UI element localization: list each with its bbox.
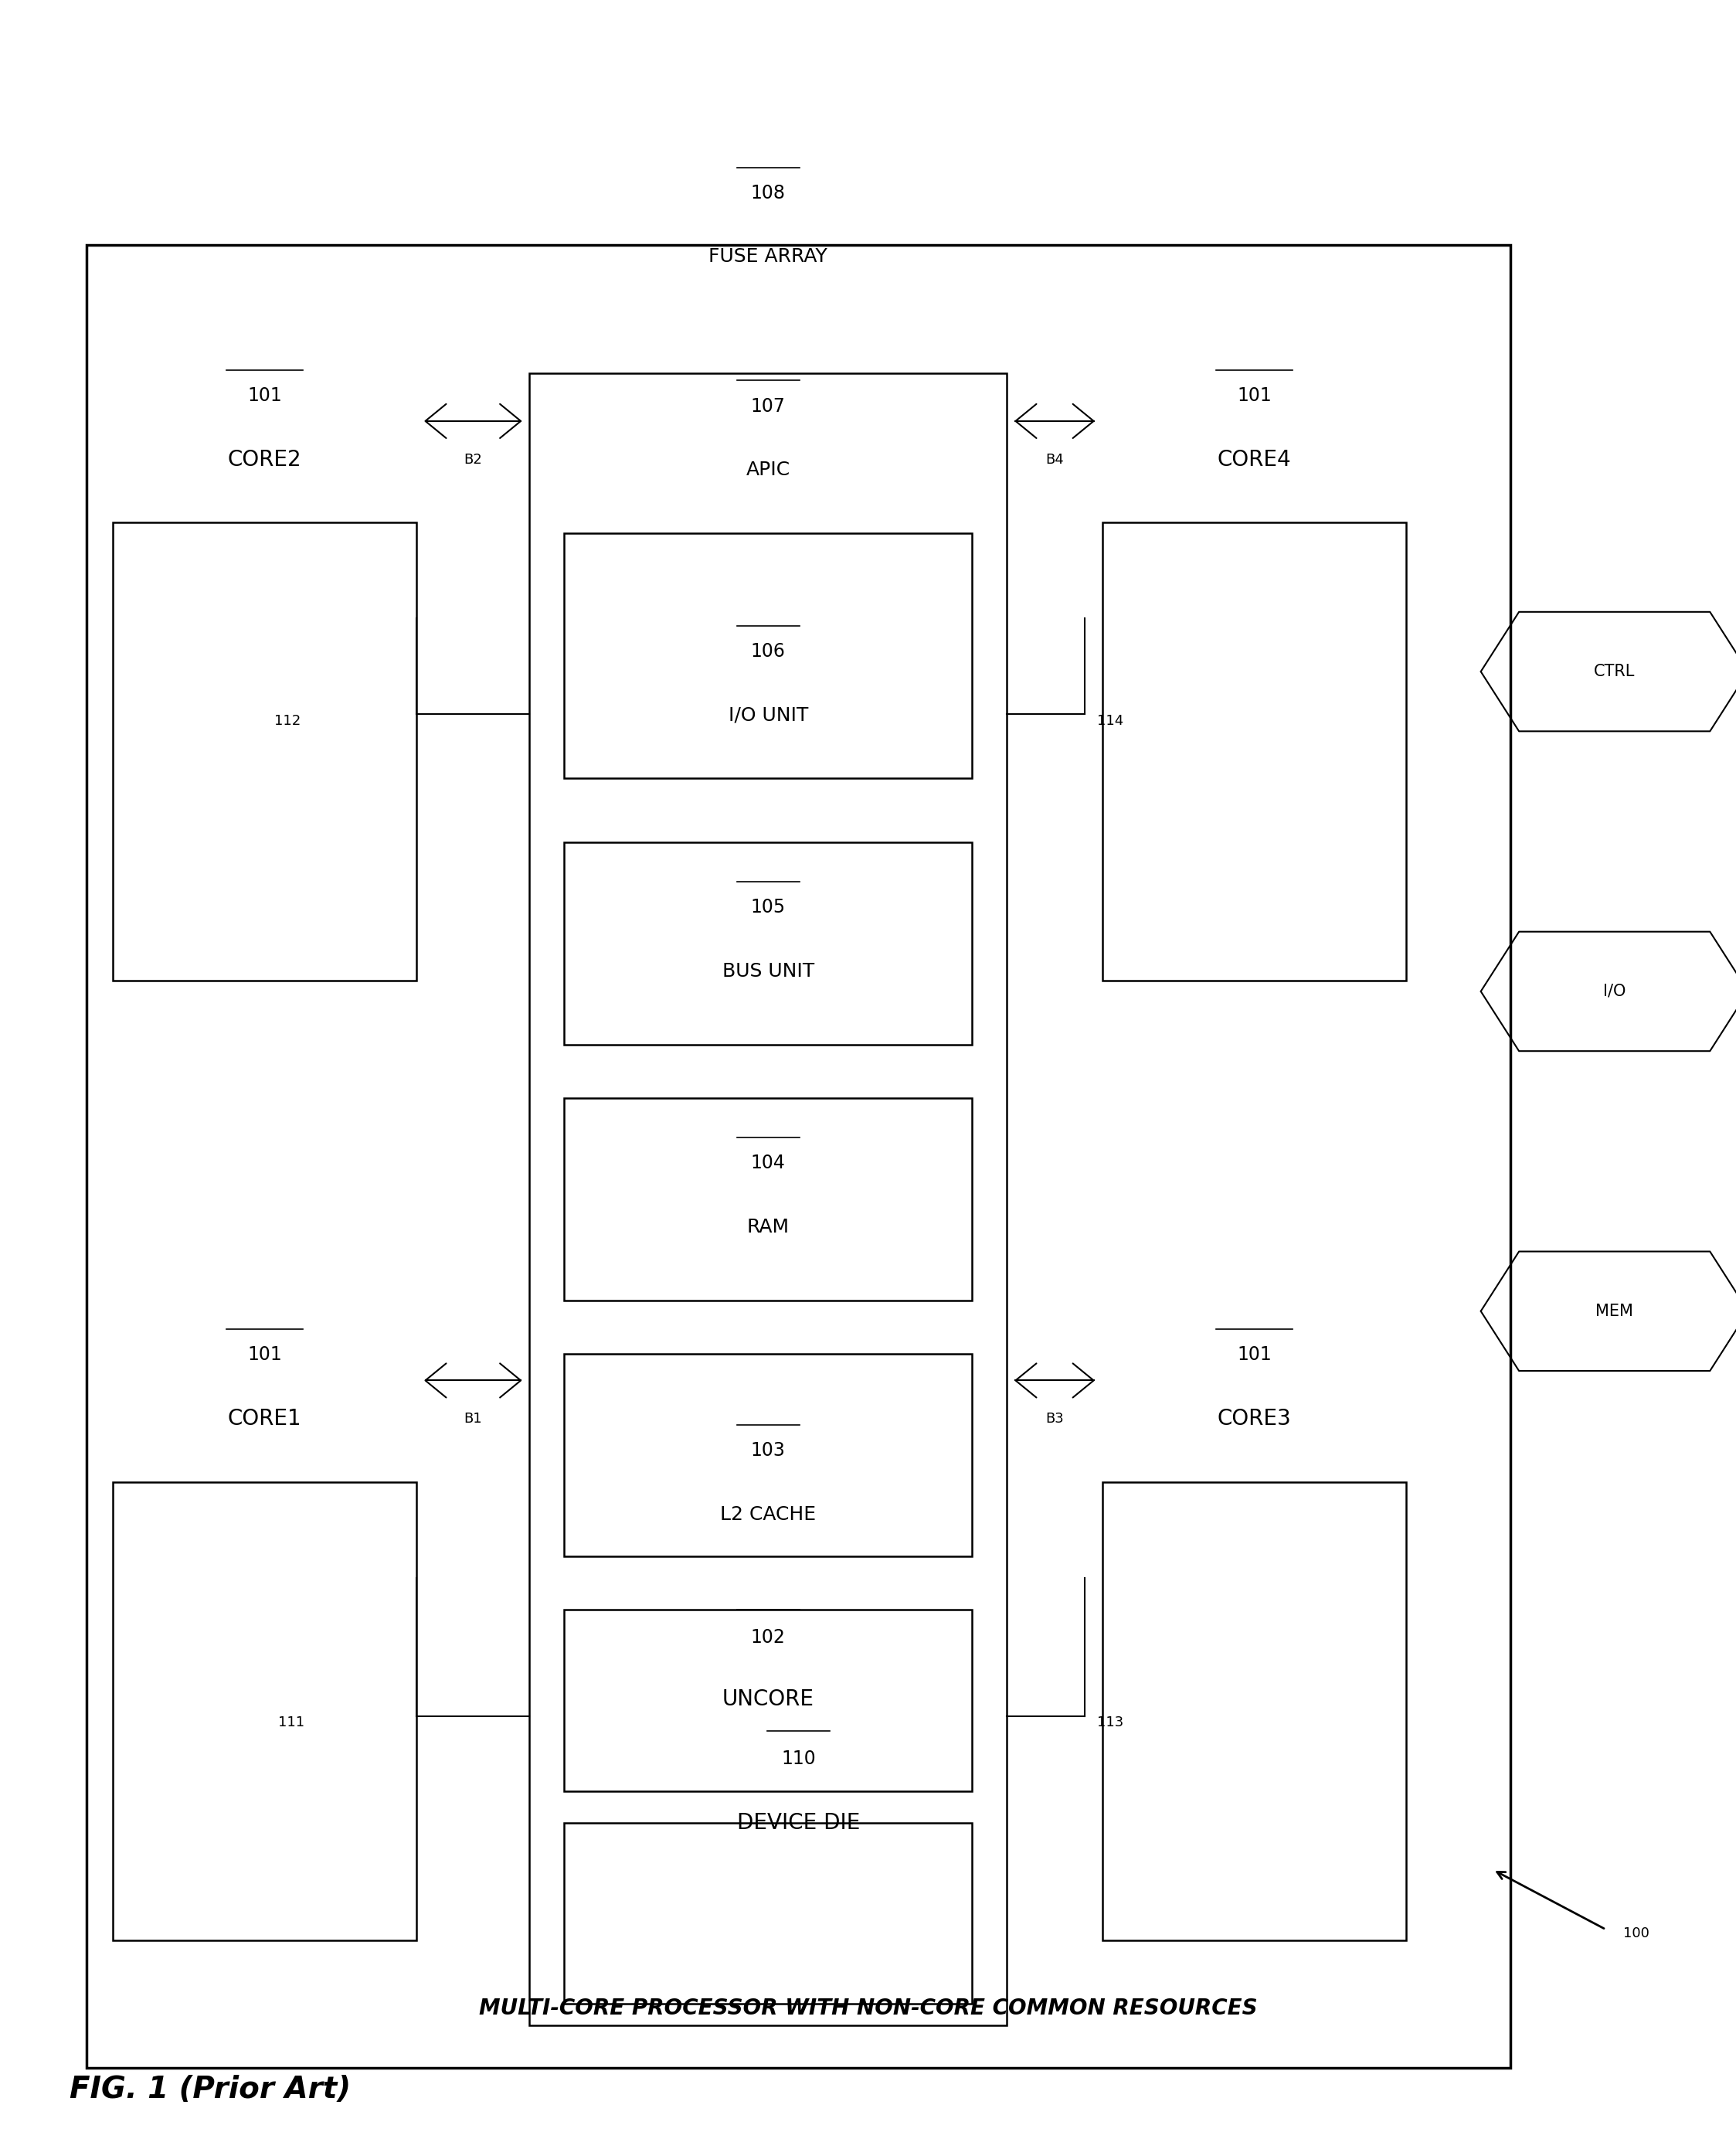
Text: CORE3: CORE3 [1217,1407,1292,1431]
Text: B4: B4 [1045,452,1064,467]
Text: 101: 101 [1238,386,1271,405]
Text: CORE4: CORE4 [1217,448,1292,471]
Text: MULTI-CORE PROCESSOR WITH NON-CORE COMMON RESOURCES: MULTI-CORE PROCESSOR WITH NON-CORE COMMO… [479,1998,1257,2019]
Text: 101: 101 [248,386,281,405]
Text: 104: 104 [752,1153,785,1173]
Text: 106: 106 [752,642,785,661]
Text: 101: 101 [248,1345,281,1364]
Bar [564,1823,972,2004]
Text: 105: 105 [750,898,786,917]
Text: L2 CACHE: L2 CACHE [720,1505,816,1524]
Text: DEVICE DIE: DEVICE DIE [738,1812,859,1834]
Text: CORE1: CORE1 [227,1407,302,1431]
Text: B1: B1 [464,1411,483,1426]
Bar [1102,1482,1406,1940]
Bar [564,1098,972,1301]
Text: FIG. 1 (Prior Art): FIG. 1 (Prior Art) [69,2074,351,2104]
Text: FUSE ARRAY: FUSE ARRAY [708,247,828,266]
Text: APIC: APIC [746,461,790,480]
Bar [1102,522,1406,981]
Text: UNCORE: UNCORE [722,1689,814,1710]
Text: 113: 113 [1097,1716,1123,1729]
Text: MEM: MEM [1595,1303,1634,1320]
Text: 110: 110 [781,1750,816,1767]
Text: 108: 108 [750,183,786,203]
Text: CORE2: CORE2 [227,448,302,471]
Bar [113,522,417,981]
Text: I/O: I/O [1602,983,1627,1000]
Text: 111: 111 [278,1716,304,1729]
Text: CTRL: CTRL [1594,663,1635,680]
Bar [564,842,972,1045]
Bar [529,373,1007,2025]
Text: 103: 103 [752,1441,785,1460]
Bar [87,245,1510,2068]
Text: 112: 112 [274,714,300,727]
Bar [564,533,972,778]
Bar [113,1482,417,1940]
Bar [564,1354,972,1556]
Text: 107: 107 [752,397,785,416]
Bar [564,1610,972,1791]
Text: BUS UNIT: BUS UNIT [722,962,814,981]
Text: B3: B3 [1045,1411,1064,1426]
Text: B2: B2 [464,452,483,467]
Text: 114: 114 [1097,714,1123,727]
Text: 101: 101 [1238,1345,1271,1364]
Text: 100: 100 [1623,1927,1649,1940]
Text: 102: 102 [752,1629,785,1646]
Text: RAM: RAM [746,1217,790,1237]
Text: I/O UNIT: I/O UNIT [727,706,809,725]
